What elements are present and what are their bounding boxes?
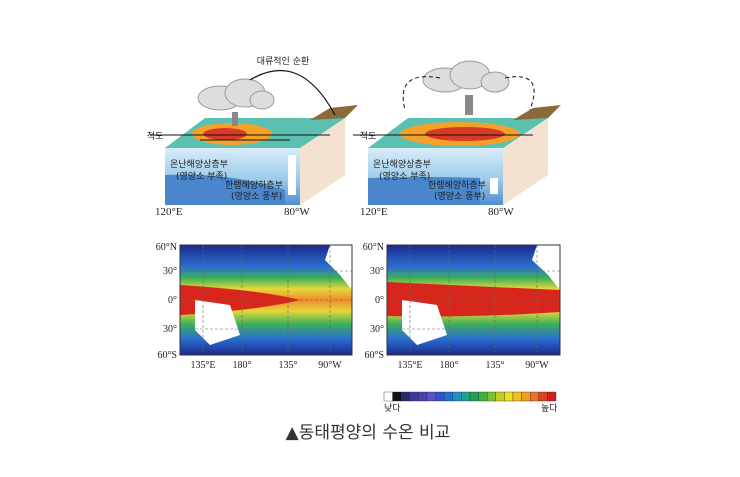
rising-air: [232, 112, 238, 126]
colorbar-cell: [383, 391, 393, 402]
east-label: 80°W: [284, 206, 310, 218]
colorbar-cell: [538, 391, 548, 402]
colorbar-low: 낮다: [384, 403, 401, 414]
colorbar-cell: [478, 391, 488, 402]
colorbar-cell: [469, 391, 479, 402]
cold-layer-label: (영양소 풍부): [231, 191, 282, 202]
lat-label: 60°S: [157, 350, 177, 361]
colorbar-cell: [426, 391, 436, 402]
lon-label: 90°W: [525, 360, 549, 371]
colorbar-cell: [521, 391, 531, 402]
cold-layer: [368, 177, 480, 205]
lon-label: 180°: [233, 360, 252, 371]
americas: [532, 245, 560, 290]
map-frame: [179, 244, 353, 356]
colorbar-cell: [512, 391, 522, 402]
colorbar-cell: [461, 391, 471, 402]
land: [513, 105, 561, 120]
colorbar-cell: [547, 391, 557, 402]
lat-label: 60°S: [364, 350, 384, 361]
side-face: [503, 118, 548, 205]
west-label: 120°E: [155, 206, 183, 218]
warm-layer-label: (영양소 부족): [176, 171, 227, 182]
rising-air: [465, 95, 473, 115]
colorbar-cell: [495, 391, 505, 402]
lat-label: 60°N: [363, 242, 384, 253]
upwelling-arrow: [288, 155, 296, 195]
cold-layer-label: 한랭해양하층부: [225, 180, 283, 191]
circulation-arrow: [504, 76, 535, 111]
colorbar-high: 높다: [541, 403, 558, 414]
colorbar-cell: [409, 391, 419, 402]
australia: [195, 300, 240, 345]
colorbar-cell: [504, 391, 514, 402]
colorbar-cell: [401, 391, 411, 402]
colorbar-cell: [392, 391, 402, 402]
lat-label: 0°: [375, 295, 384, 306]
colorbar-cell: [530, 391, 540, 402]
equator-label: 적도: [360, 130, 377, 142]
australia: [402, 300, 447, 345]
lon-label: 180°: [440, 360, 459, 371]
cloud: [422, 60, 510, 93]
circulation-label: 대류적인 순환: [257, 55, 310, 67]
lon-label: 135°: [279, 360, 298, 371]
lat-label: 0°: [168, 295, 177, 306]
diagram-left: 대류적인 순환 적도 온난해양상층부 (영양소 부족) 한랭해양하층부 (영양소…: [147, 55, 358, 218]
circulation-arrow: [249, 70, 336, 116]
caption: ▲동태평양의 수온 비교: [286, 423, 451, 443]
warm-layer-label: (영양소 부족): [379, 171, 430, 182]
warm-layer-label: 온난해양상층부: [170, 159, 228, 170]
colorbar-cell: [452, 391, 462, 402]
cloud: [197, 78, 275, 111]
lon-label: 135°E: [190, 360, 215, 371]
lat-label: 60°N: [156, 242, 177, 253]
circulation-arrow: [402, 76, 441, 111]
map-frame: [386, 244, 561, 356]
equator-label: 적도: [147, 130, 164, 142]
upwelling-arrow: [490, 178, 498, 194]
colorbar-cell: [418, 391, 428, 402]
lat-label: 30°: [163, 324, 177, 335]
diagram-right: 적도 온난해양상층부 (영양소 부족) 한랭해양하층부 (영양소 풍부) 120…: [353, 60, 561, 218]
warm-layer-label: 온난해양상층부: [373, 159, 431, 170]
cold-layer-label: 한랭해양하층부: [428, 180, 486, 191]
lat-label: 30°: [370, 324, 384, 335]
east-label: 80°W: [488, 206, 514, 218]
lat-label: 30°: [163, 266, 177, 277]
side-face: [300, 118, 345, 205]
lon-label: 90°W: [318, 360, 342, 371]
cold-layer-label: (영양소 풍부): [434, 191, 485, 202]
maps: 60°N 30° 0° 30° 60°S 135°E 180° 135° 90°W 60°N 30°…: [156, 242, 561, 371]
lon-label: 135°E: [397, 360, 422, 371]
lat-label: 30°: [370, 266, 384, 277]
colorbar-cell: [444, 391, 454, 402]
cold-layer: [165, 174, 285, 205]
americas: [325, 245, 352, 290]
warm-core: [203, 128, 247, 140]
colorbar-cell: [435, 391, 445, 402]
colorbar: [383, 391, 557, 402]
lon-label: 135°: [486, 360, 505, 371]
warm-core: [425, 127, 505, 141]
west-label: 120°E: [360, 206, 388, 218]
colorbar-cell: [487, 391, 497, 402]
